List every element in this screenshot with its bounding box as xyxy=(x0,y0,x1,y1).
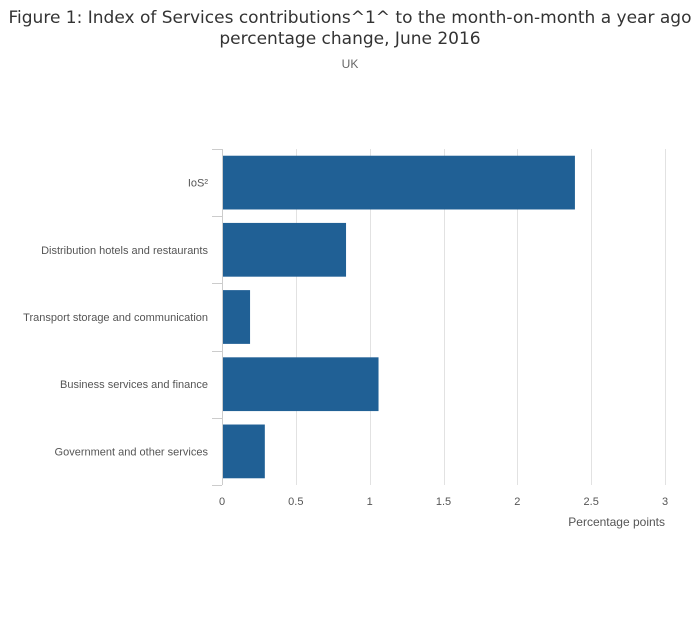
x-axis-title: Percentage points xyxy=(568,515,665,529)
bar xyxy=(222,155,575,210)
y-tick-label: Transport storage and communication xyxy=(23,312,208,324)
y-tick-label: Business services and finance xyxy=(60,379,208,391)
bar xyxy=(222,222,347,277)
y-tick-label: Government and other services xyxy=(55,446,209,458)
chart-title: Figure 1: Index of Services contribution… xyxy=(8,8,692,49)
x-tick-label: 1 xyxy=(367,496,373,508)
x-tick-label: 2.5 xyxy=(584,496,599,508)
labels: IoS² Distribution hotels and restaurants T… xyxy=(23,178,668,529)
x-tick-label: 2 xyxy=(514,496,520,508)
axes xyxy=(212,149,223,486)
x-tick-label: 1.5 xyxy=(436,496,451,508)
y-tick-label: Distribution hotels and restaurants xyxy=(41,245,208,257)
x-tick-label: 3 xyxy=(662,496,668,508)
bar xyxy=(222,357,379,412)
bar xyxy=(222,424,265,479)
bars xyxy=(222,155,575,479)
chart-subtitle: UK xyxy=(341,57,359,71)
x-tick-label: 0.5 xyxy=(288,496,303,508)
bar xyxy=(222,290,251,344)
x-tick-label: 0 xyxy=(219,496,225,508)
y-tick-label: IoS² xyxy=(188,178,209,190)
